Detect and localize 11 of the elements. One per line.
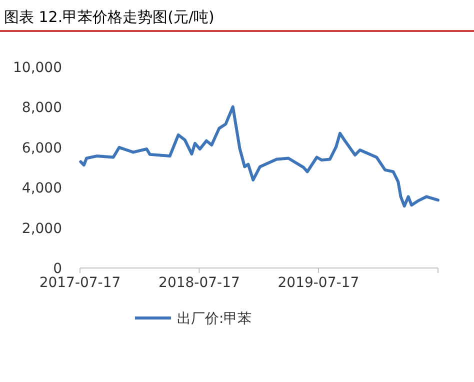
y-tick-label: 2,000 — [22, 220, 62, 237]
legend-label: 出厂价:甲苯 — [177, 311, 252, 327]
y-tick-label: 6,000 — [22, 140, 62, 156]
x-tick-label: 2019-07-17 — [278, 275, 360, 291]
x-tick-label: 2017-07-17 — [39, 275, 121, 291]
x-tick-label: 2018-07-17 — [158, 275, 240, 291]
y-tick-label: 4,000 — [22, 180, 62, 197]
y-tick-label: 0 — [53, 261, 62, 277]
y-tick-label: 10,000 — [13, 60, 62, 76]
y-tick-label: 8,000 — [22, 100, 62, 116]
title: 图表 12.甲苯价格走势图(元/吨) — [4, 8, 214, 26]
